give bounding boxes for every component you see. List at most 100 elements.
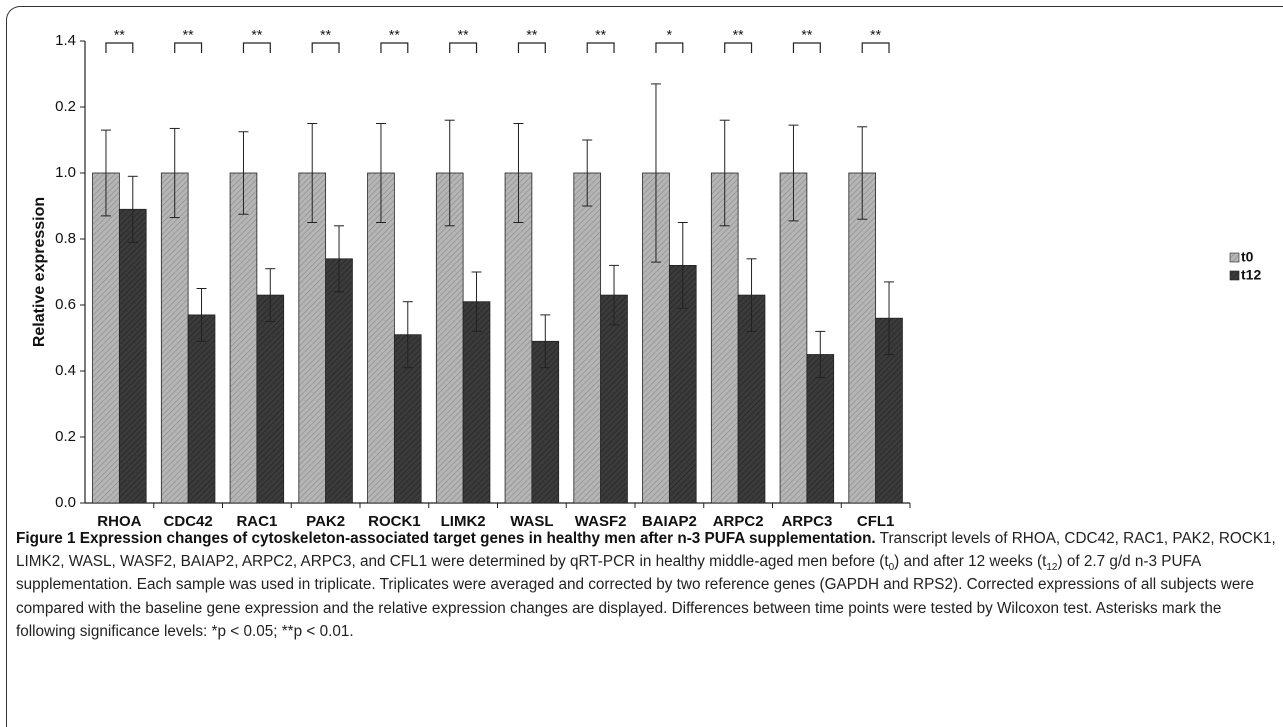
significance-bracket xyxy=(105,42,134,53)
error-bar xyxy=(746,258,757,332)
significance-label: * xyxy=(667,27,673,43)
error-bar xyxy=(307,123,318,223)
caption-text: ) of 2.7 g/d n-3 PUFA supplementation. E… xyxy=(16,553,1254,640)
error-bar xyxy=(471,271,482,332)
legend-label: t0 xyxy=(1241,249,1254,265)
y-tick-label: 0.0 xyxy=(55,494,76,511)
x-tick-label: ARPC3 xyxy=(781,513,832,530)
significance-label: ** xyxy=(183,27,194,43)
error-bar xyxy=(196,288,207,342)
bar xyxy=(256,294,285,504)
bar xyxy=(325,258,353,504)
bar xyxy=(118,208,147,504)
error-bar xyxy=(609,264,620,326)
error-bar xyxy=(788,124,799,222)
significance-bracket xyxy=(655,42,684,53)
bar xyxy=(848,172,877,504)
figure-caption: Figure 1 Expression changes of cytoskele… xyxy=(16,527,1278,643)
error-bar xyxy=(127,175,138,243)
significance-bracket xyxy=(380,42,409,53)
page: {"chart_data": {"type": "bar", "ylabel":… xyxy=(6,6,1283,727)
error-bar xyxy=(677,222,688,309)
x-tick-label: CDC42 xyxy=(164,513,213,530)
legend-swatch xyxy=(1229,270,1240,281)
significance-label: ** xyxy=(114,27,125,43)
error-bar xyxy=(540,314,551,369)
error-bar xyxy=(402,301,413,369)
legend-swatch xyxy=(1229,252,1240,263)
y-tick-label: 1.4 xyxy=(55,32,76,49)
significance-label: ** xyxy=(251,27,262,43)
x-tick-label: PAK2 xyxy=(306,513,345,530)
y-tick-label: 0.4 xyxy=(55,362,76,379)
error-bar xyxy=(884,281,895,355)
x-tick-label: RAC1 xyxy=(236,513,277,530)
significance-bracket xyxy=(586,42,615,53)
error-bar xyxy=(650,83,661,263)
significance-bracket xyxy=(174,42,203,53)
significance-bracket xyxy=(517,42,546,53)
significance-label: ** xyxy=(320,27,331,43)
y-tick-label: 0.8 xyxy=(55,230,76,247)
significance-bracket xyxy=(861,42,890,53)
x-tick-label: ROCK1 xyxy=(368,513,421,530)
bar xyxy=(462,301,491,504)
significance-label: ** xyxy=(870,27,881,43)
x-tick-label: LIMK2 xyxy=(441,513,486,530)
error-bar xyxy=(265,268,276,322)
y-tick-label: 0.2 xyxy=(55,428,76,445)
significance-label: ** xyxy=(458,27,469,43)
bar xyxy=(187,314,216,504)
x-tick-label: BAIAP2 xyxy=(642,513,697,530)
bar xyxy=(298,172,327,504)
error-bar xyxy=(100,129,111,217)
significance-bracket xyxy=(242,42,271,53)
x-tick-label: WASL xyxy=(510,513,553,530)
error-bar xyxy=(815,330,826,379)
x-tick-label: CFL1 xyxy=(857,513,895,530)
x-tick-label: ARPC2 xyxy=(713,513,764,530)
significance-bracket xyxy=(724,42,753,53)
significance-label: ** xyxy=(526,27,537,43)
bar xyxy=(806,354,835,504)
error-bar xyxy=(375,123,386,223)
bar xyxy=(779,172,808,504)
caption-text: ) and after 12 weeks (t xyxy=(894,553,1047,571)
significance-bracket xyxy=(792,42,821,53)
bar xyxy=(435,172,464,504)
caption-subscript: 0 xyxy=(888,562,895,574)
significance-bracket xyxy=(449,42,478,53)
x-tick-label: RHOA xyxy=(97,513,141,530)
error-bar xyxy=(444,119,455,227)
legend-label: t12 xyxy=(1241,267,1261,283)
bar xyxy=(92,172,120,504)
error-bar xyxy=(582,139,593,207)
caption-title: Figure 1 Expression changes of cytoskele… xyxy=(16,530,876,547)
error-bar xyxy=(513,123,524,223)
y-axis-label: Relative expression xyxy=(31,197,48,347)
error-bar xyxy=(334,225,345,293)
chart: Relative expression 0.0 0.2 0.4 0.6 0.8 1.0 0.… xyxy=(31,27,1261,530)
significance-label: ** xyxy=(595,27,606,43)
error-bar xyxy=(238,131,249,215)
caption-subscript: 12 xyxy=(1046,562,1058,574)
error-bar xyxy=(169,127,180,219)
bar xyxy=(600,294,628,504)
significance-label: ** xyxy=(801,27,812,43)
bar xyxy=(737,294,766,504)
bar xyxy=(573,172,602,504)
significance-label: ** xyxy=(733,27,744,43)
y-tick-label: 1.0 xyxy=(55,164,76,181)
error-bar xyxy=(857,126,868,220)
bar xyxy=(229,172,258,504)
significance-label: ** xyxy=(389,27,400,43)
y-tick-label: 0.2 xyxy=(55,98,76,115)
error-bar xyxy=(719,119,730,227)
caption-text: Transcript levels of RHOA, CDC42, RAC1, … xyxy=(16,530,1276,571)
significance-bracket xyxy=(311,42,340,53)
bar xyxy=(504,172,533,504)
x-tick-label: WASF2 xyxy=(575,513,627,530)
figure-frame xyxy=(6,6,1283,727)
y-tick-label: 0.6 xyxy=(55,296,76,313)
bar xyxy=(160,172,189,504)
